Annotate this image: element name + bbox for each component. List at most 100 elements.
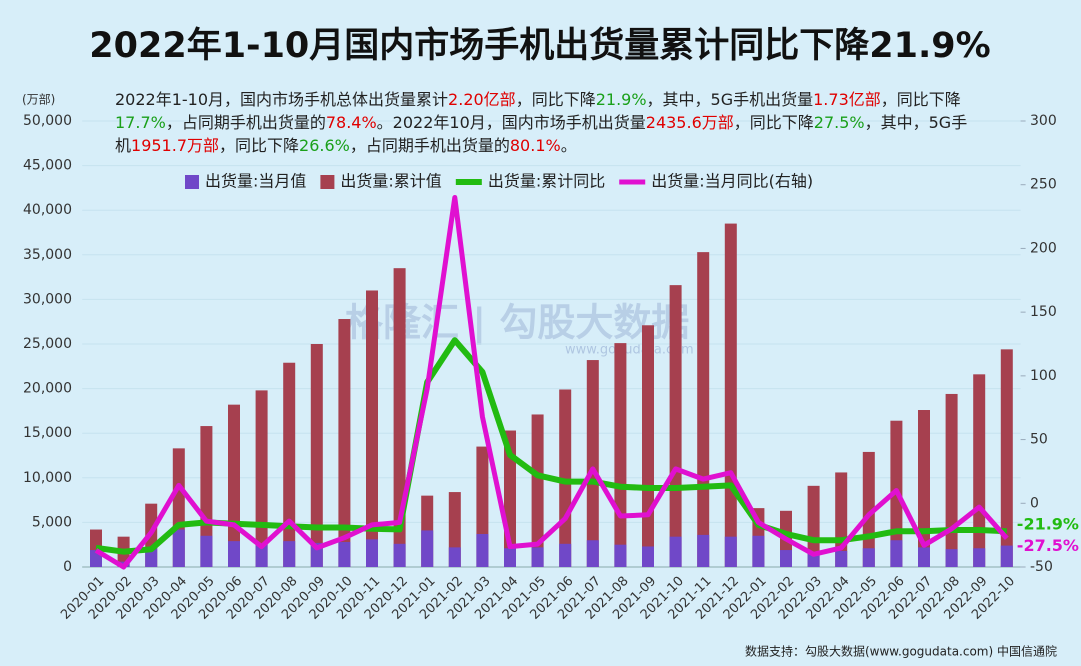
bar xyxy=(697,252,710,567)
end-label: -27.5% xyxy=(1017,536,1079,555)
bar xyxy=(559,543,572,567)
y2-tick-label: 150 xyxy=(1030,304,1057,320)
bar xyxy=(531,547,544,567)
bar xyxy=(918,547,930,567)
chart-title: 2022年1-10月国内市场手机出货量累计同比下降21.9% xyxy=(89,26,990,66)
legend-swatch xyxy=(320,175,335,189)
text: ，其中，5G手机出货量 xyxy=(646,90,814,109)
y-unit: (万部) xyxy=(22,92,55,107)
highlight: 21.9% xyxy=(595,90,647,109)
bar xyxy=(586,540,599,567)
highlight: 2435.6万部 xyxy=(645,113,734,132)
legend-swatch xyxy=(185,175,199,189)
y2-tick-label: 100 xyxy=(1030,368,1057,384)
watermark-url: www.gogudata.com xyxy=(565,343,694,358)
highlight: 27.5% xyxy=(813,113,865,132)
bar xyxy=(283,541,296,567)
text: ，同比下降 xyxy=(733,113,814,132)
bar xyxy=(890,540,903,567)
bar xyxy=(476,533,489,567)
y2-tick-label: -50 xyxy=(1030,559,1053,575)
y-tick-label: 30,000 xyxy=(23,291,72,307)
bar xyxy=(366,290,378,567)
bar xyxy=(393,268,406,567)
bar xyxy=(1000,349,1013,567)
bar xyxy=(366,539,378,567)
bar xyxy=(338,319,351,567)
line xyxy=(95,337,1007,555)
text: 2022年1-10月，国内市场手机总体出货量累计 xyxy=(115,90,449,109)
bar xyxy=(807,485,820,567)
bar xyxy=(697,534,710,567)
highlight: 1.73亿部 xyxy=(813,90,881,109)
bar xyxy=(642,325,654,567)
bar xyxy=(642,546,654,567)
line xyxy=(94,195,1009,570)
bar xyxy=(918,410,930,567)
text: 。2022年10月，国内市场手机出货量 xyxy=(376,113,646,132)
description: 2022年1-10月，国内市场手机总体出货量累计2.20亿部，同比下降21.9%… xyxy=(115,88,975,157)
source: 数据支持：勾股大数据(www.gogudata.com) 中国信通院 xyxy=(745,644,1057,659)
highlight: 26.6% xyxy=(299,136,350,155)
text: 。 xyxy=(560,136,577,155)
bar xyxy=(973,374,986,567)
bar xyxy=(669,285,682,567)
bar xyxy=(393,543,406,567)
y2-tick-label: 250 xyxy=(1030,177,1057,193)
bar xyxy=(1000,545,1013,567)
bar xyxy=(172,529,185,567)
y-tick-label: 0 xyxy=(63,559,72,575)
y-tick-label: 35,000 xyxy=(23,247,72,263)
highlight: 80.1% xyxy=(509,136,561,155)
bar xyxy=(780,550,792,567)
y-tick-label: 10,000 xyxy=(23,470,72,486)
bar xyxy=(200,426,213,567)
text: ，同比下降 xyxy=(515,90,596,109)
y2-tick-label: 300 xyxy=(1030,113,1057,129)
bar xyxy=(724,536,737,567)
y-tick-label: 5,000 xyxy=(32,514,72,530)
legend-label: 出货量:累计值 xyxy=(340,172,441,191)
end-label: -21.9% xyxy=(1017,515,1079,534)
y-tick-label: 40,000 xyxy=(23,202,72,218)
bar xyxy=(835,550,848,567)
text: ，占同期手机出货量的 xyxy=(165,113,326,132)
bar xyxy=(283,362,296,567)
bar xyxy=(421,530,434,567)
bar xyxy=(945,393,958,567)
bar xyxy=(504,548,516,567)
y2-tick-label: 200 xyxy=(1030,240,1057,256)
bar xyxy=(228,541,240,567)
bar xyxy=(338,542,351,567)
text: ，同比下降 xyxy=(880,90,961,109)
bar xyxy=(945,549,958,567)
y-tick-label: 50,000 xyxy=(23,113,72,129)
bar xyxy=(586,360,599,567)
text: ，其中，5G手机 xyxy=(115,113,968,155)
legend-label: 出货量:当月值 xyxy=(205,172,306,191)
y-tick-label: 45,000 xyxy=(23,158,72,174)
bar xyxy=(973,548,986,567)
highlight: 78.4% xyxy=(325,113,377,132)
y-tick-label: 20,000 xyxy=(23,381,72,397)
y-tick-label: 25,000 xyxy=(23,336,72,352)
highlight: 17.7% xyxy=(115,113,166,132)
y2-tick-label: 0 xyxy=(1030,495,1039,511)
bar xyxy=(669,536,682,567)
bar xyxy=(724,223,737,567)
y2-tick-label: 50 xyxy=(1030,432,1048,448)
text: ，占同期手机出货量的 xyxy=(349,136,510,155)
bar xyxy=(614,343,627,567)
highlight: 1951.7万部 xyxy=(131,136,220,155)
bar xyxy=(614,544,627,567)
bar xyxy=(448,547,461,567)
highlight: 2.20亿部 xyxy=(448,90,516,109)
bar xyxy=(531,414,544,567)
bar xyxy=(862,548,875,567)
bar xyxy=(255,543,268,567)
bar xyxy=(310,344,323,567)
y-tick-label: 15,000 xyxy=(23,425,72,441)
legend-label: 出货量:当月同比(右轴) xyxy=(651,172,813,191)
